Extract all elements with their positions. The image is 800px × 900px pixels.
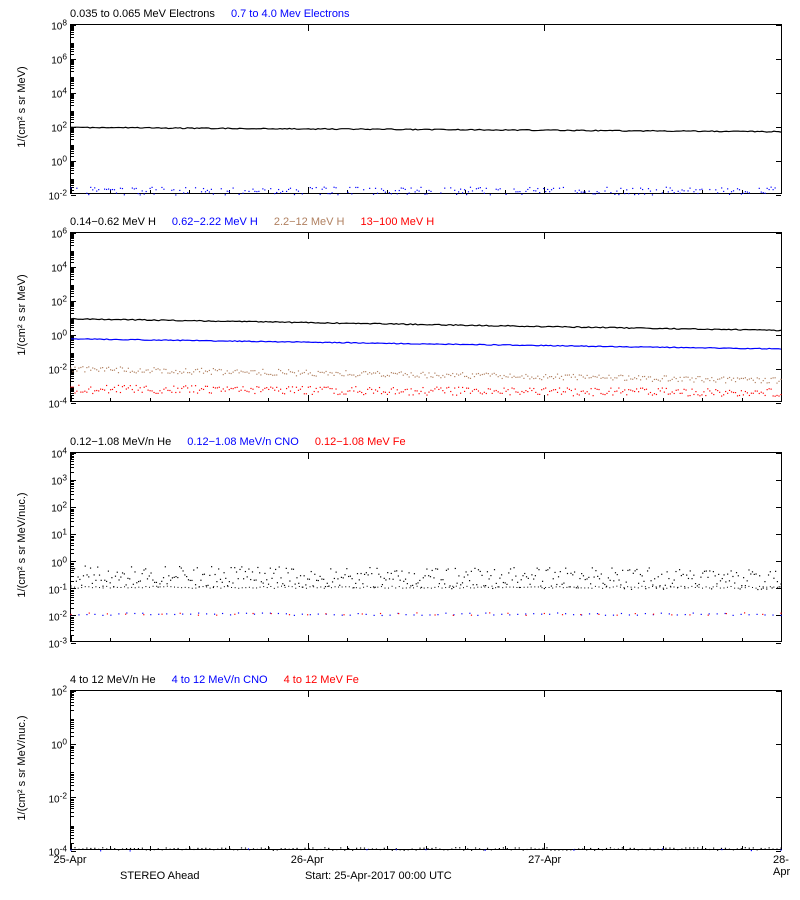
y-tick-label: 108 — [51, 17, 67, 32]
y-tick-label: 102 — [51, 119, 67, 134]
y-tick-label: 102 — [51, 293, 67, 308]
y-tick-label: 103 — [51, 472, 67, 487]
chart-panel-3: 4 to 12 MeV/n He4 to 12 MeV/n CNO4 to 12… — [70, 690, 782, 850]
y-tick-label: 10-4 — [48, 395, 67, 410]
x-tick-label: 26-Apr — [291, 854, 324, 866]
legend-item: 4 to 12 MeV Fe — [284, 674, 359, 686]
legend-item: 4 to 12 MeV/n CNO — [172, 674, 268, 686]
series-scatter — [70, 187, 775, 196]
legend-item: 0.14−0.62 MeV H — [70, 216, 156, 228]
y-tick-label: 10-2 — [48, 361, 67, 376]
series-scatter — [70, 847, 781, 851]
chart-panel-1: 0.14−0.62 MeV H0.62−2.22 MeV H2.2−12 MeV… — [70, 232, 782, 402]
data-layer — [71, 453, 781, 641]
series-line — [71, 127, 781, 132]
chart-panel-0: 0.035 to 0.065 MeV Electrons0.7 to 4.0 M… — [70, 24, 782, 194]
plot-area: 10-410-2100102104106 — [70, 232, 782, 402]
series-scatter — [70, 612, 781, 616]
series-scatter — [70, 612, 781, 616]
y-tick-label: 100 — [51, 327, 67, 342]
data-layer — [71, 691, 781, 849]
y-tick-label: 10-2 — [48, 608, 67, 623]
series-scatter — [70, 385, 781, 397]
panel-legend: 0.14−0.62 MeV H 0.62−2.22 MeV H 2.2−12 MeV… — [70, 216, 450, 228]
y-tick-label: 104 — [51, 259, 67, 274]
legend-item: 0.62−2.22 MeV H — [172, 216, 258, 228]
series-scatter — [70, 366, 781, 384]
series-scatter — [70, 848, 781, 851]
y-axis-label: 1/(cm² s sr MeV) — [16, 230, 28, 400]
chart-container: 0.035 to 0.065 MeV Electrons 0.7 to 4.0 M… — [0, 0, 800, 900]
legend-item: 0.035 to 0.065 MeV Electrons — [70, 8, 215, 20]
y-tick-label: 100 — [51, 153, 67, 168]
data-layer — [71, 233, 781, 401]
legend-item: 13−100 MeV H — [360, 216, 434, 228]
legend-item: 4 to 12 MeV/n He — [70, 674, 156, 686]
legend-item: 2.2−12 MeV H — [274, 216, 345, 228]
series-scatter — [70, 566, 781, 591]
legend-item: 0.12−1.08 MeV/n He — [70, 436, 171, 448]
y-tick-label: 100 — [51, 554, 67, 569]
y-axis-label: 1/(cm² s sr MeV) — [16, 22, 28, 192]
x-tick-label: 27-Apr — [528, 854, 561, 866]
series-line — [71, 318, 781, 330]
y-tick-label: 10-3 — [48, 635, 67, 650]
y-axis-label: 1/(cm² s sr MeV/nuc.) — [16, 450, 28, 640]
y-tick-label: 100 — [51, 737, 67, 752]
y-tick-label: 102 — [51, 683, 67, 698]
x-tick-label: 25-Apr — [53, 854, 86, 866]
legend-item: 0.12−1.08 MeV Fe — [315, 436, 406, 448]
legend-item: 0.12−1.08 MeV/n CNO — [187, 436, 299, 448]
chart-panel-2: 0.12−1.08 MeV/n He0.12−1.08 MeV/n CNO0.1… — [70, 452, 782, 642]
panel-legend: 0.12−1.08 MeV/n He 0.12−1.08 MeV/n CNO 0.1… — [70, 436, 422, 448]
y-tick-label: 10-2 — [48, 790, 67, 805]
series-scatter — [71, 586, 782, 589]
plot-area: 10-2100102104106108 — [70, 24, 782, 194]
plot-area: 10-410-2100102 — [70, 690, 782, 850]
y-tick-label: 104 — [51, 85, 67, 100]
footer-center: Start: 25-Apr-2017 00:00 UTC — [305, 870, 452, 882]
panel-legend: 0.035 to 0.065 MeV Electrons 0.7 to 4.0 M… — [70, 8, 366, 20]
y-tick-label: 101 — [51, 527, 67, 542]
panel-legend: 4 to 12 MeV/n He 4 to 12 MeV/n CNO 4 to 12… — [70, 674, 375, 686]
data-layer — [71, 25, 781, 193]
y-tick-label: 106 — [51, 51, 67, 66]
plot-area: 10-310-210-1100101102103104 — [70, 452, 782, 642]
y-axis-label: 1/(cm² s sr MeV/nuc.) — [16, 688, 28, 848]
x-tick-label: 28-Apr — [773, 854, 791, 878]
series-line — [71, 339, 781, 349]
legend-item: 0.7 to 4.0 Mev Electrons — [231, 8, 350, 20]
y-tick-label: 102 — [51, 500, 67, 515]
y-tick-label: 10-2 — [48, 187, 67, 202]
y-tick-label: 104 — [51, 445, 67, 460]
y-tick-label: 10-1 — [48, 581, 67, 596]
y-tick-label: 106 — [51, 225, 67, 240]
footer-left: STEREO Ahead — [120, 870, 200, 882]
